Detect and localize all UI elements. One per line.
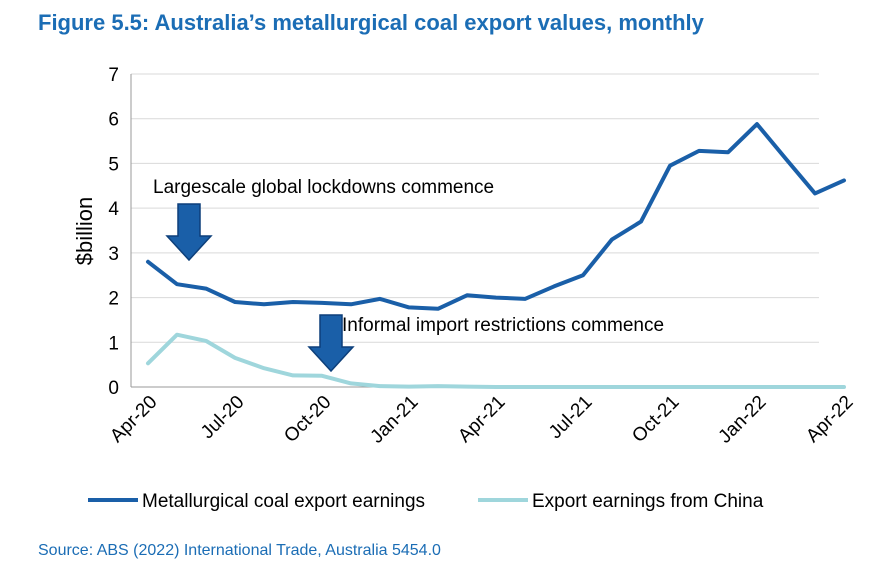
y-tick-label: 4 [108, 199, 119, 220]
chart-title: Figure 5.5: Australia’s metallurgical co… [38, 10, 704, 35]
y-tick-label: 7 [108, 65, 119, 86]
x-tick-label: Apr-20 [106, 392, 161, 447]
y-tick-label: 2 [108, 289, 119, 310]
x-tick-label: Jan-22 [715, 392, 771, 448]
series-line-2 [146, 332, 846, 389]
y-tick-label: 0 [108, 378, 119, 399]
x-tick-label: Jul-20 [197, 392, 248, 443]
annotation-arrows [165, 203, 355, 373]
x-tick-labels: Apr-20 Jul-20 Oct-20 Jan-21 Apr-21 Jul-21 Oct-… [106, 392, 857, 448]
y-axis-label: $billion [72, 197, 97, 266]
annotation-lockdowns: Largescale global lockdowns commence [153, 177, 494, 198]
series-line-1 [146, 122, 846, 311]
legend: Metallurgical coal export earnings Expor… [88, 491, 764, 512]
series-lines [146, 122, 846, 389]
y-tick-label: 5 [108, 154, 119, 175]
x-tick-label: Oct-21 [628, 392, 683, 447]
y-tick-label: 3 [108, 244, 119, 265]
y-tick-label: 6 [108, 110, 119, 131]
y-tick-label: 1 [108, 333, 119, 354]
source-note: Source: ABS (2022) International Trade, … [38, 542, 441, 559]
x-tick-label: Apr-22 [802, 392, 857, 447]
gridlines [130, 73, 819, 388]
down-arrow-icon [165, 203, 213, 262]
down-arrow-icon [307, 314, 355, 373]
x-tick-label: Jul-21 [545, 392, 596, 443]
y-tick-labels: 0 1 2 3 4 5 6 7 [108, 65, 119, 399]
x-tick-label: Oct-20 [280, 392, 335, 447]
annotation-import-restrictions: Informal import restrictions commence [342, 315, 664, 336]
legend-label-series-1: Metallurgical coal export earnings [142, 491, 425, 512]
legend-label-series-2: Export earnings from China [532, 491, 764, 512]
x-tick-label: Jan-21 [367, 392, 423, 448]
x-tick-label: Apr-21 [454, 392, 509, 447]
